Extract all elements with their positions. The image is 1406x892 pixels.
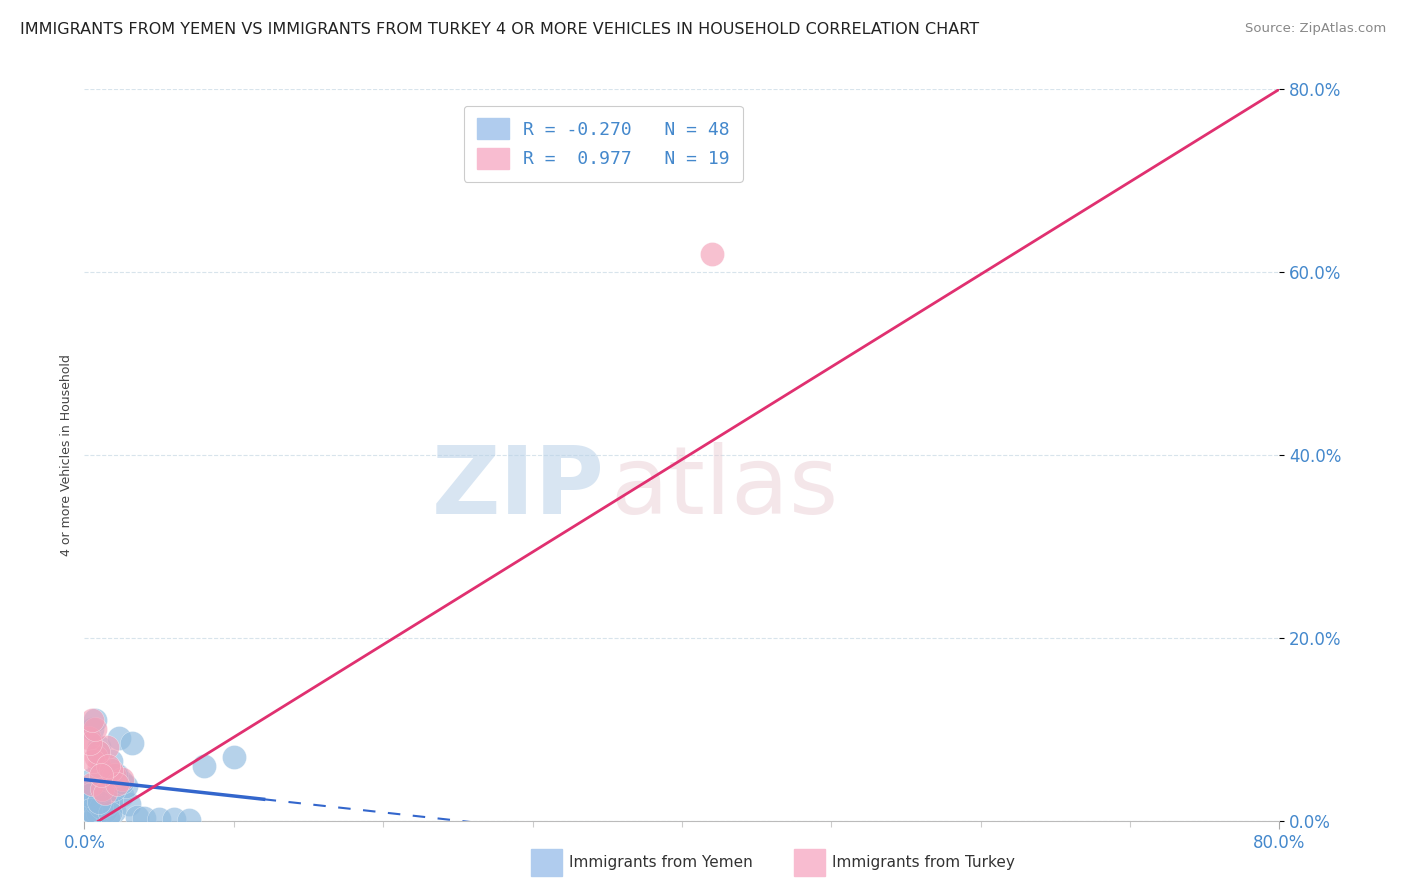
Point: [91, 800, 114, 814]
Point: [83, 809, 105, 823]
Text: Immigrants from Yemen: Immigrants from Yemen: [569, 855, 754, 870]
Point: [125, 810, 148, 824]
Text: IMMIGRANTS FROM YEMEN VS IMMIGRANTS FROM TURKEY 4 OR MORE VEHICLES IN HOUSEHOLD : IMMIGRANTS FROM YEMEN VS IMMIGRANTS FROM…: [20, 22, 979, 37]
Point: [89, 796, 111, 810]
Point: [103, 805, 125, 819]
Text: Source: ZipAtlas.com: Source: ZipAtlas.com: [1246, 22, 1386, 36]
Point: [222, 749, 245, 764]
Point: [79, 803, 101, 817]
Point: [82, 786, 104, 800]
Point: [77, 786, 100, 800]
Point: [80, 781, 103, 796]
Point: [98, 806, 121, 821]
Point: [96, 740, 118, 755]
Point: [77, 731, 100, 746]
Point: [100, 793, 122, 807]
Point: [100, 764, 122, 778]
Point: [77, 788, 100, 802]
Point: [148, 812, 170, 826]
Point: [115, 779, 138, 793]
Point: [96, 777, 118, 791]
Y-axis label: 4 or more Vehicles in Household: 4 or more Vehicles in Household: [60, 354, 73, 556]
Point: [87, 745, 110, 759]
Point: [111, 788, 134, 802]
Point: [103, 768, 125, 782]
Point: [111, 772, 134, 787]
Point: [80, 723, 103, 737]
Text: atlas: atlas: [610, 442, 838, 533]
Point: [105, 777, 128, 791]
Point: [86, 796, 108, 810]
Point: [163, 812, 186, 826]
Point: [80, 713, 103, 727]
Point: [82, 784, 104, 798]
Point: [94, 786, 117, 800]
Point: [91, 781, 114, 796]
Point: [80, 772, 103, 787]
Point: [89, 758, 111, 772]
Point: [96, 797, 118, 812]
Point: [77, 796, 100, 810]
Point: [76, 791, 98, 805]
Point: [86, 800, 108, 814]
Point: [89, 790, 111, 805]
Point: [132, 811, 156, 825]
Point: [83, 723, 105, 737]
Point: [97, 758, 120, 772]
Point: [82, 754, 104, 768]
Point: [87, 745, 110, 759]
Point: [89, 740, 111, 755]
Point: [193, 758, 215, 772]
Point: [80, 777, 103, 791]
Point: [107, 731, 129, 746]
Point: [105, 768, 128, 782]
Point: [104, 768, 127, 782]
Text: ZIP: ZIP: [432, 442, 605, 533]
Point: [700, 246, 723, 260]
Point: [94, 805, 117, 819]
Text: Immigrants from Turkey: Immigrants from Turkey: [832, 855, 1015, 870]
Point: [83, 713, 105, 727]
Point: [177, 813, 200, 827]
Point: [103, 781, 125, 796]
Point: [91, 764, 114, 778]
Point: [111, 775, 134, 789]
Point: [100, 754, 122, 768]
Point: [79, 736, 101, 750]
Legend: R = -0.270   N = 48, R =  0.977   N = 19: R = -0.270 N = 48, R = 0.977 N = 19: [464, 105, 742, 182]
Point: [86, 809, 108, 823]
Point: [97, 811, 120, 825]
Point: [90, 800, 112, 814]
Point: [90, 768, 112, 782]
Point: [121, 736, 143, 750]
Point: [118, 797, 141, 812]
Point: [79, 803, 101, 817]
Point: [87, 806, 110, 821]
Point: [86, 749, 108, 764]
